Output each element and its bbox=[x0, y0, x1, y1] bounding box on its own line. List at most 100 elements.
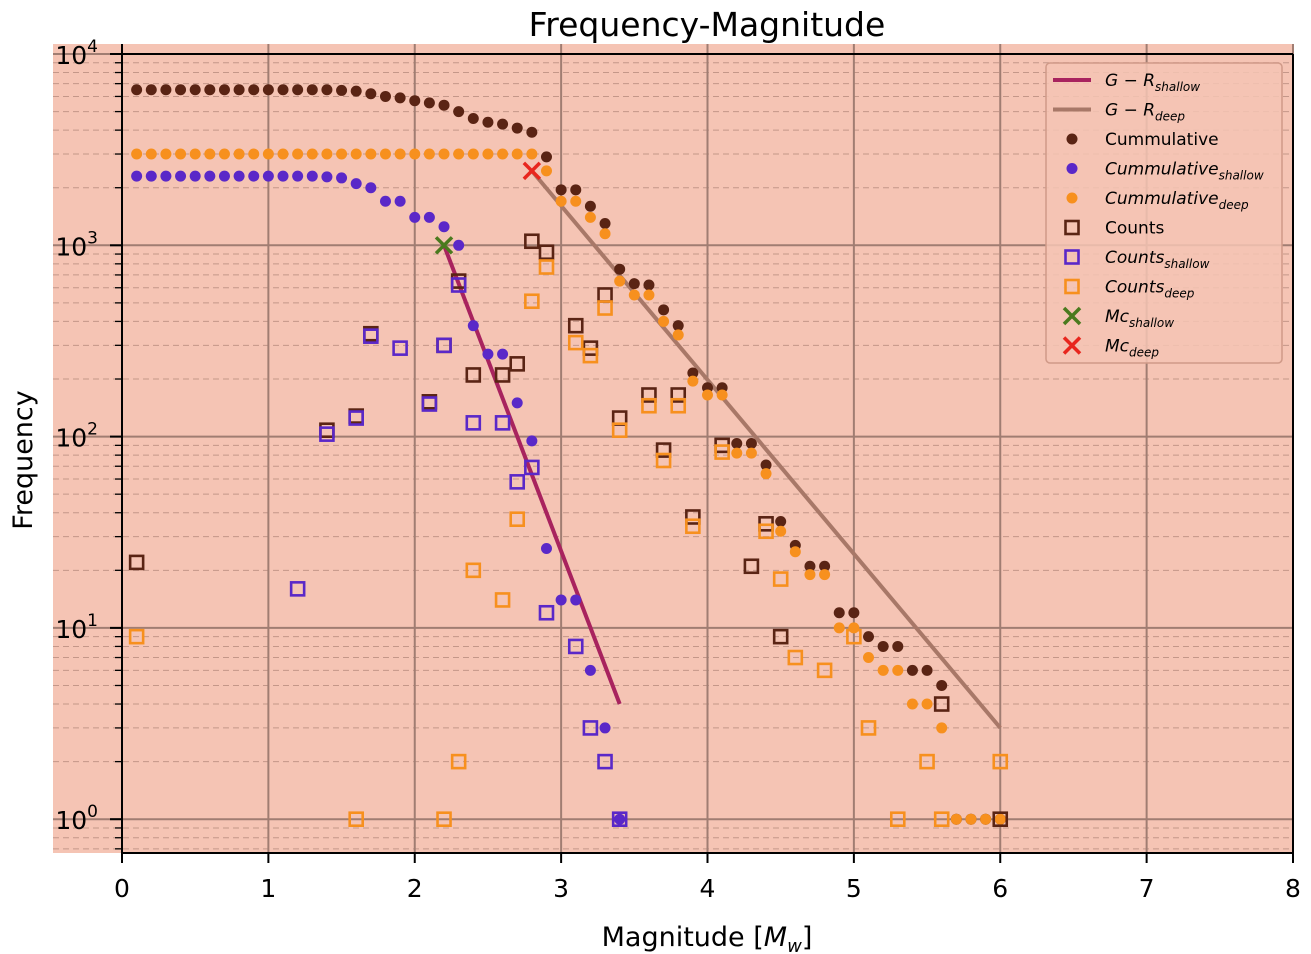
point-cummulative-all bbox=[833, 607, 845, 619]
point-counts-deep bbox=[846, 628, 862, 645]
point-cummulative-deep bbox=[540, 165, 552, 177]
point-cummulative-all bbox=[584, 200, 596, 212]
legend-label: Cummulative bbox=[1105, 130, 1219, 150]
legend-square-swatch bbox=[1064, 219, 1080, 236]
point-cummulative-all bbox=[555, 184, 567, 196]
point-counts-deep bbox=[597, 300, 613, 316]
point-counts-shallow bbox=[611, 811, 628, 828]
point-counts-deep bbox=[758, 523, 774, 540]
point-cummulative-deep bbox=[277, 148, 289, 160]
point-cummulative-shallow bbox=[467, 320, 479, 332]
point-counts-shallow bbox=[567, 638, 584, 655]
legend-dot-swatch bbox=[1066, 163, 1078, 174]
point-counts-shallow bbox=[597, 753, 613, 770]
point-cummulative-deep bbox=[394, 148, 406, 160]
legend-entry: Cummulativeshallow bbox=[1066, 160, 1264, 183]
point-cummulative-deep bbox=[775, 525, 787, 537]
point-cummulative-shallow bbox=[204, 170, 216, 182]
point-cummulative-deep bbox=[921, 698, 933, 710]
point-cummulative-deep bbox=[965, 813, 977, 825]
point-cummulative-all bbox=[526, 126, 538, 138]
point-cummulative-all bbox=[321, 84, 333, 96]
legend-square-swatch bbox=[1064, 278, 1080, 295]
point-cummulative-all bbox=[453, 106, 465, 118]
point-cummulative-shallow bbox=[131, 170, 143, 182]
point-counts-deep bbox=[567, 334, 584, 351]
y-tick-label: 102 bbox=[55, 420, 98, 453]
point-cummulative-deep bbox=[262, 148, 274, 160]
point-counts-all bbox=[655, 442, 672, 458]
point-cummulative-all bbox=[614, 263, 626, 275]
point-cummulative-deep bbox=[175, 148, 187, 160]
point-counts-shallow bbox=[450, 277, 467, 293]
point-cummulative-shallow bbox=[599, 722, 611, 734]
point-counts-all bbox=[670, 387, 687, 403]
point-counts-deep bbox=[933, 811, 950, 828]
x-tick-label: 3 bbox=[553, 874, 569, 903]
point-counts-shallow bbox=[509, 474, 526, 490]
point-cummulative-shallow bbox=[540, 543, 552, 555]
point-cummulative-deep bbox=[731, 447, 743, 459]
point-cummulative-shallow bbox=[277, 170, 289, 182]
point-cummulative-shallow bbox=[379, 195, 391, 207]
point-cummulative-all bbox=[819, 560, 831, 572]
point-counts-deep bbox=[538, 259, 555, 275]
point-counts-shallow bbox=[421, 396, 438, 412]
point-cummulative-all bbox=[804, 560, 816, 572]
point-cummulative-all bbox=[438, 99, 450, 111]
point-counts-all bbox=[641, 387, 657, 403]
point-cummulative-deep bbox=[423, 148, 435, 160]
axes bbox=[110, 44, 1294, 863]
point-counts-shallow bbox=[436, 337, 452, 354]
point-cummulative-all bbox=[760, 459, 772, 471]
point-cummulative-deep bbox=[160, 148, 172, 160]
x-tick-label: 8 bbox=[1285, 874, 1301, 903]
point-counts-deep bbox=[889, 811, 906, 828]
point-counts-shallow bbox=[538, 604, 555, 621]
x-tick-label: 1 bbox=[260, 874, 276, 903]
point-cummulative-deep bbox=[467, 148, 479, 160]
point-cummulative-deep bbox=[584, 211, 596, 223]
point-cummulative-shallow bbox=[409, 211, 421, 223]
point-cummulative-all bbox=[863, 631, 875, 643]
legend-entry: Cummulativedeep bbox=[1066, 189, 1249, 212]
legend-entry: Countsshallow bbox=[1064, 248, 1210, 271]
legend-entry: Mcshallow bbox=[1062, 306, 1174, 330]
point-cummulative-shallow bbox=[423, 211, 435, 223]
point-cummulative-all bbox=[877, 640, 889, 652]
point-cummulative-all bbox=[277, 84, 289, 96]
point-cummulative-all bbox=[336, 84, 348, 96]
legend-dot-swatch bbox=[1066, 192, 1078, 204]
data-markers bbox=[128, 84, 1009, 828]
point-cummulative-shallow bbox=[526, 435, 538, 447]
point-counts-deep bbox=[348, 811, 365, 828]
legend-label: Cummulativedeep bbox=[1105, 189, 1249, 212]
point-cummulative-deep bbox=[936, 722, 948, 734]
point-cummulative-shallow bbox=[175, 170, 187, 182]
point-counts-deep bbox=[494, 592, 511, 608]
point-counts-deep bbox=[787, 649, 804, 666]
point-cummulative-all bbox=[423, 97, 435, 109]
point-counts-deep bbox=[685, 518, 701, 535]
point-cummulative-all bbox=[745, 438, 757, 450]
point-cummulative-all bbox=[365, 88, 377, 100]
point-cummulative-all bbox=[672, 320, 684, 332]
point-cummulative-shallow bbox=[570, 594, 582, 606]
point-cummulative-all bbox=[731, 438, 743, 450]
point-cummulative-deep bbox=[526, 148, 538, 160]
point-cummulative-all bbox=[204, 84, 216, 96]
point-cummulative-shallow bbox=[262, 170, 274, 182]
point-cummulative-deep bbox=[350, 148, 362, 160]
point-counts-all bbox=[992, 811, 1009, 828]
x-tick-label: 5 bbox=[846, 874, 862, 903]
point-cummulative-shallow bbox=[321, 171, 333, 183]
point-cummulative-all bbox=[540, 151, 552, 163]
legend-dot-swatch bbox=[1066, 133, 1078, 145]
point-counts-all bbox=[567, 317, 584, 334]
point-cummulative-deep bbox=[628, 289, 640, 301]
point-cummulative-deep bbox=[189, 148, 201, 160]
point-cummulative-deep bbox=[687, 375, 699, 387]
point-cummulative-deep bbox=[833, 622, 845, 634]
y-tick-label: 101 bbox=[55, 611, 98, 644]
legend-label: Mcdeep bbox=[1105, 337, 1159, 360]
